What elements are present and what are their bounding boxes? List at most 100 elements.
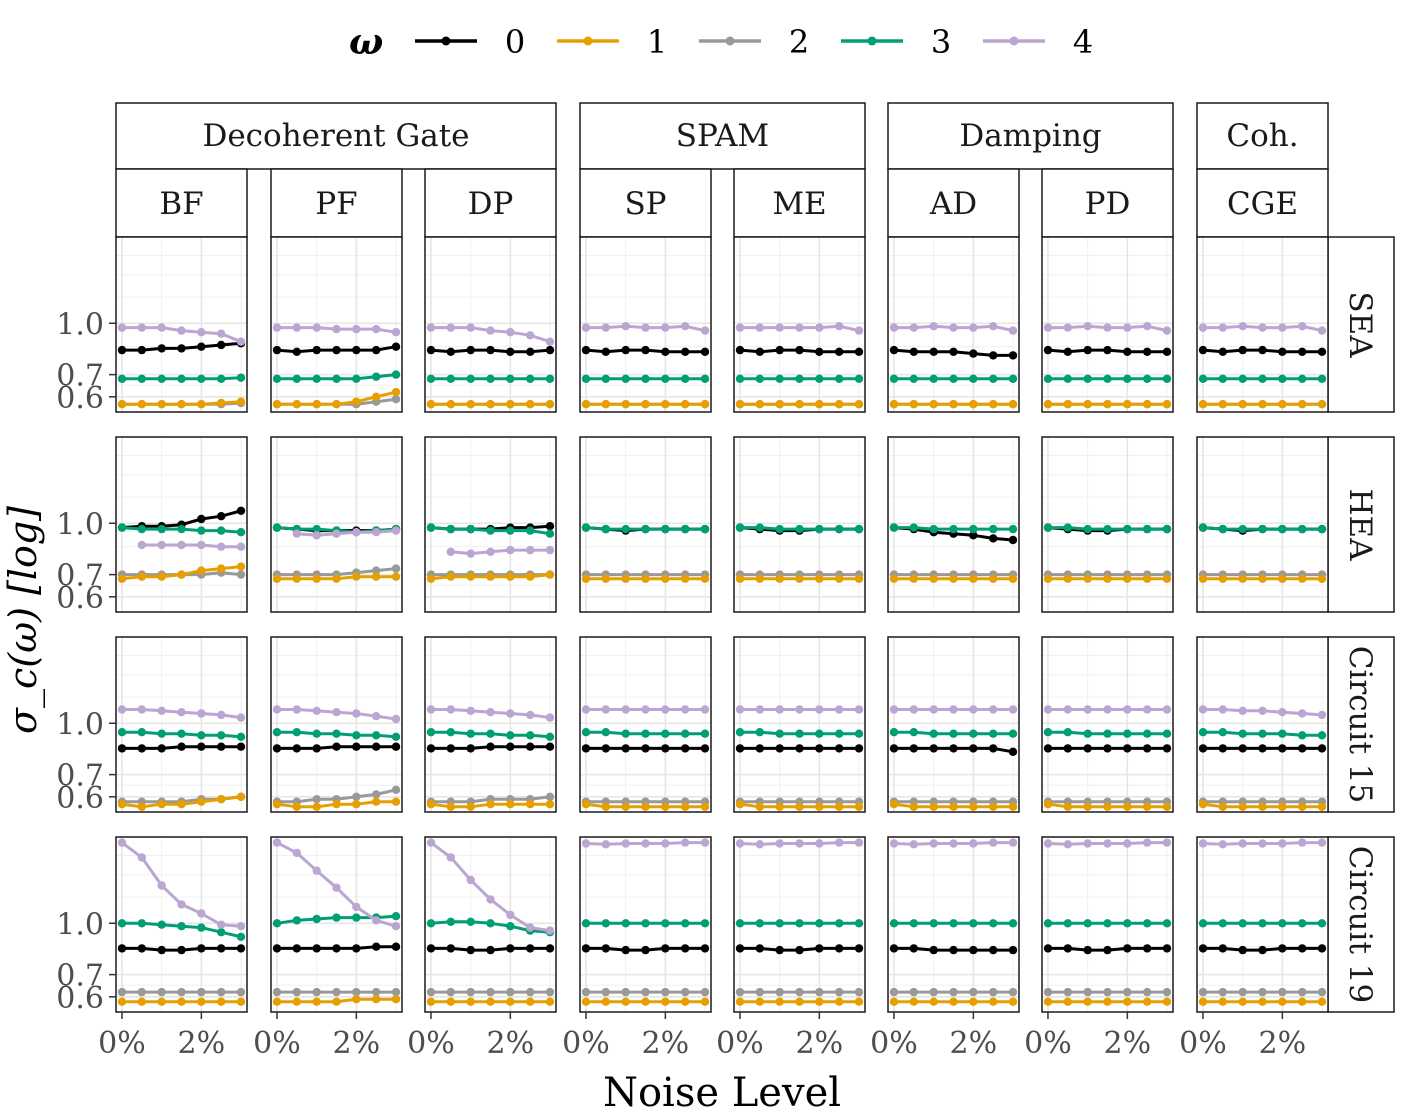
data-point-4 bbox=[236, 922, 246, 931]
data-point-1 bbox=[1043, 800, 1053, 809]
data-point-3 bbox=[1258, 919, 1267, 928]
panel-border bbox=[1196, 436, 1329, 613]
data-point-2 bbox=[929, 987, 938, 997]
data-point-1 bbox=[929, 997, 938, 1006]
data-point-1 bbox=[177, 570, 186, 579]
data-point-0 bbox=[177, 945, 186, 955]
data-point-1 bbox=[466, 802, 475, 811]
data-point-1 bbox=[835, 574, 844, 583]
data-point-3 bbox=[137, 524, 146, 534]
data-point-0 bbox=[989, 945, 998, 955]
data-point-1 bbox=[426, 800, 436, 809]
data-point-0 bbox=[236, 506, 246, 515]
group-strip-coh- bbox=[1196, 102, 1329, 170]
x-tick-label: 0% bbox=[407, 1026, 455, 1061]
data-point-1 bbox=[292, 400, 301, 409]
data-point-3 bbox=[1258, 524, 1267, 534]
data-point-4 bbox=[581, 705, 591, 714]
data-point-4 bbox=[795, 705, 804, 714]
data-point-4 bbox=[272, 323, 282, 332]
data-point-4 bbox=[601, 840, 610, 849]
data-point-3 bbox=[372, 372, 381, 381]
data-point-0 bbox=[197, 742, 206, 751]
data-point-3 bbox=[854, 919, 864, 928]
data-point-4 bbox=[545, 337, 555, 346]
data-point-0 bbox=[1008, 351, 1018, 360]
data-point-4 bbox=[1238, 706, 1247, 715]
panel-border bbox=[424, 436, 557, 613]
data-point-0 bbox=[312, 744, 321, 753]
data-point-4 bbox=[815, 705, 824, 714]
data-point-3 bbox=[581, 523, 591, 532]
data-point-0 bbox=[581, 345, 591, 355]
data-point-4 bbox=[969, 705, 978, 714]
data-point-0 bbox=[137, 744, 146, 753]
data-point-0 bbox=[835, 744, 844, 753]
data-point-0 bbox=[815, 347, 824, 356]
data-point-2 bbox=[735, 987, 745, 997]
data-point-3 bbox=[700, 919, 710, 928]
legend-label-1: 1 bbox=[647, 23, 667, 61]
data-point-0 bbox=[969, 744, 978, 753]
data-point-4 bbox=[1123, 839, 1132, 848]
data-point-3 bbox=[1083, 919, 1092, 928]
data-point-4 bbox=[969, 323, 978, 332]
data-point-3 bbox=[641, 524, 650, 534]
data-point-3 bbox=[795, 374, 804, 383]
data-point-0 bbox=[1008, 747, 1018, 756]
data-point-0 bbox=[391, 342, 401, 351]
data-point-2 bbox=[1298, 987, 1307, 997]
data-point-0 bbox=[486, 742, 495, 751]
data-point-1 bbox=[681, 997, 690, 1006]
data-point-1 bbox=[117, 400, 127, 409]
data-point-4 bbox=[446, 705, 455, 714]
data-point-0 bbox=[466, 345, 475, 355]
data-point-1 bbox=[1298, 400, 1307, 409]
data-point-3 bbox=[1298, 731, 1307, 740]
data-point-4 bbox=[157, 881, 166, 890]
data-point-1 bbox=[909, 400, 918, 409]
data-point-1 bbox=[929, 802, 938, 811]
data-point-1 bbox=[157, 400, 166, 409]
data-point-3 bbox=[681, 524, 690, 534]
data-point-3 bbox=[426, 374, 436, 383]
data-point-3 bbox=[312, 524, 321, 534]
data-point-2 bbox=[506, 987, 515, 997]
data-point-3 bbox=[1317, 524, 1327, 534]
x-tick-label: 0% bbox=[253, 1026, 301, 1061]
data-point-0 bbox=[426, 345, 436, 355]
data-point-1 bbox=[372, 797, 381, 806]
data-point-0 bbox=[391, 742, 401, 751]
data-point-0 bbox=[352, 742, 361, 751]
data-point-4 bbox=[681, 322, 690, 331]
data-point-1 bbox=[641, 997, 650, 1006]
data-point-4 bbox=[426, 705, 436, 714]
data-point-1 bbox=[854, 400, 864, 409]
data-point-0 bbox=[466, 744, 475, 753]
data-point-2 bbox=[661, 987, 670, 997]
data-point-3 bbox=[1238, 729, 1247, 738]
data-point-0 bbox=[989, 534, 998, 543]
data-point-0 bbox=[446, 347, 455, 356]
data-point-3 bbox=[1103, 919, 1112, 928]
data-point-0 bbox=[1063, 347, 1073, 356]
data-point-1 bbox=[446, 400, 455, 409]
panel-hea-cge bbox=[1196, 436, 1329, 613]
column-strip-pd bbox=[1041, 168, 1174, 238]
data-point-4 bbox=[446, 547, 455, 556]
data-point-1 bbox=[621, 574, 630, 583]
data-point-2 bbox=[332, 987, 341, 997]
data-point-0 bbox=[775, 945, 784, 955]
data-point-1 bbox=[795, 400, 804, 409]
panel-sea-cge bbox=[1196, 236, 1329, 413]
data-point-0 bbox=[815, 744, 824, 753]
data-point-4 bbox=[1008, 705, 1018, 714]
data-point-0 bbox=[755, 744, 764, 753]
data-point-1 bbox=[661, 997, 670, 1006]
data-point-3 bbox=[1063, 728, 1073, 737]
data-point-0 bbox=[197, 944, 206, 953]
data-point-3 bbox=[466, 729, 475, 738]
data-point-0 bbox=[1103, 744, 1112, 753]
data-point-3 bbox=[949, 919, 958, 928]
data-point-1 bbox=[1298, 574, 1307, 583]
